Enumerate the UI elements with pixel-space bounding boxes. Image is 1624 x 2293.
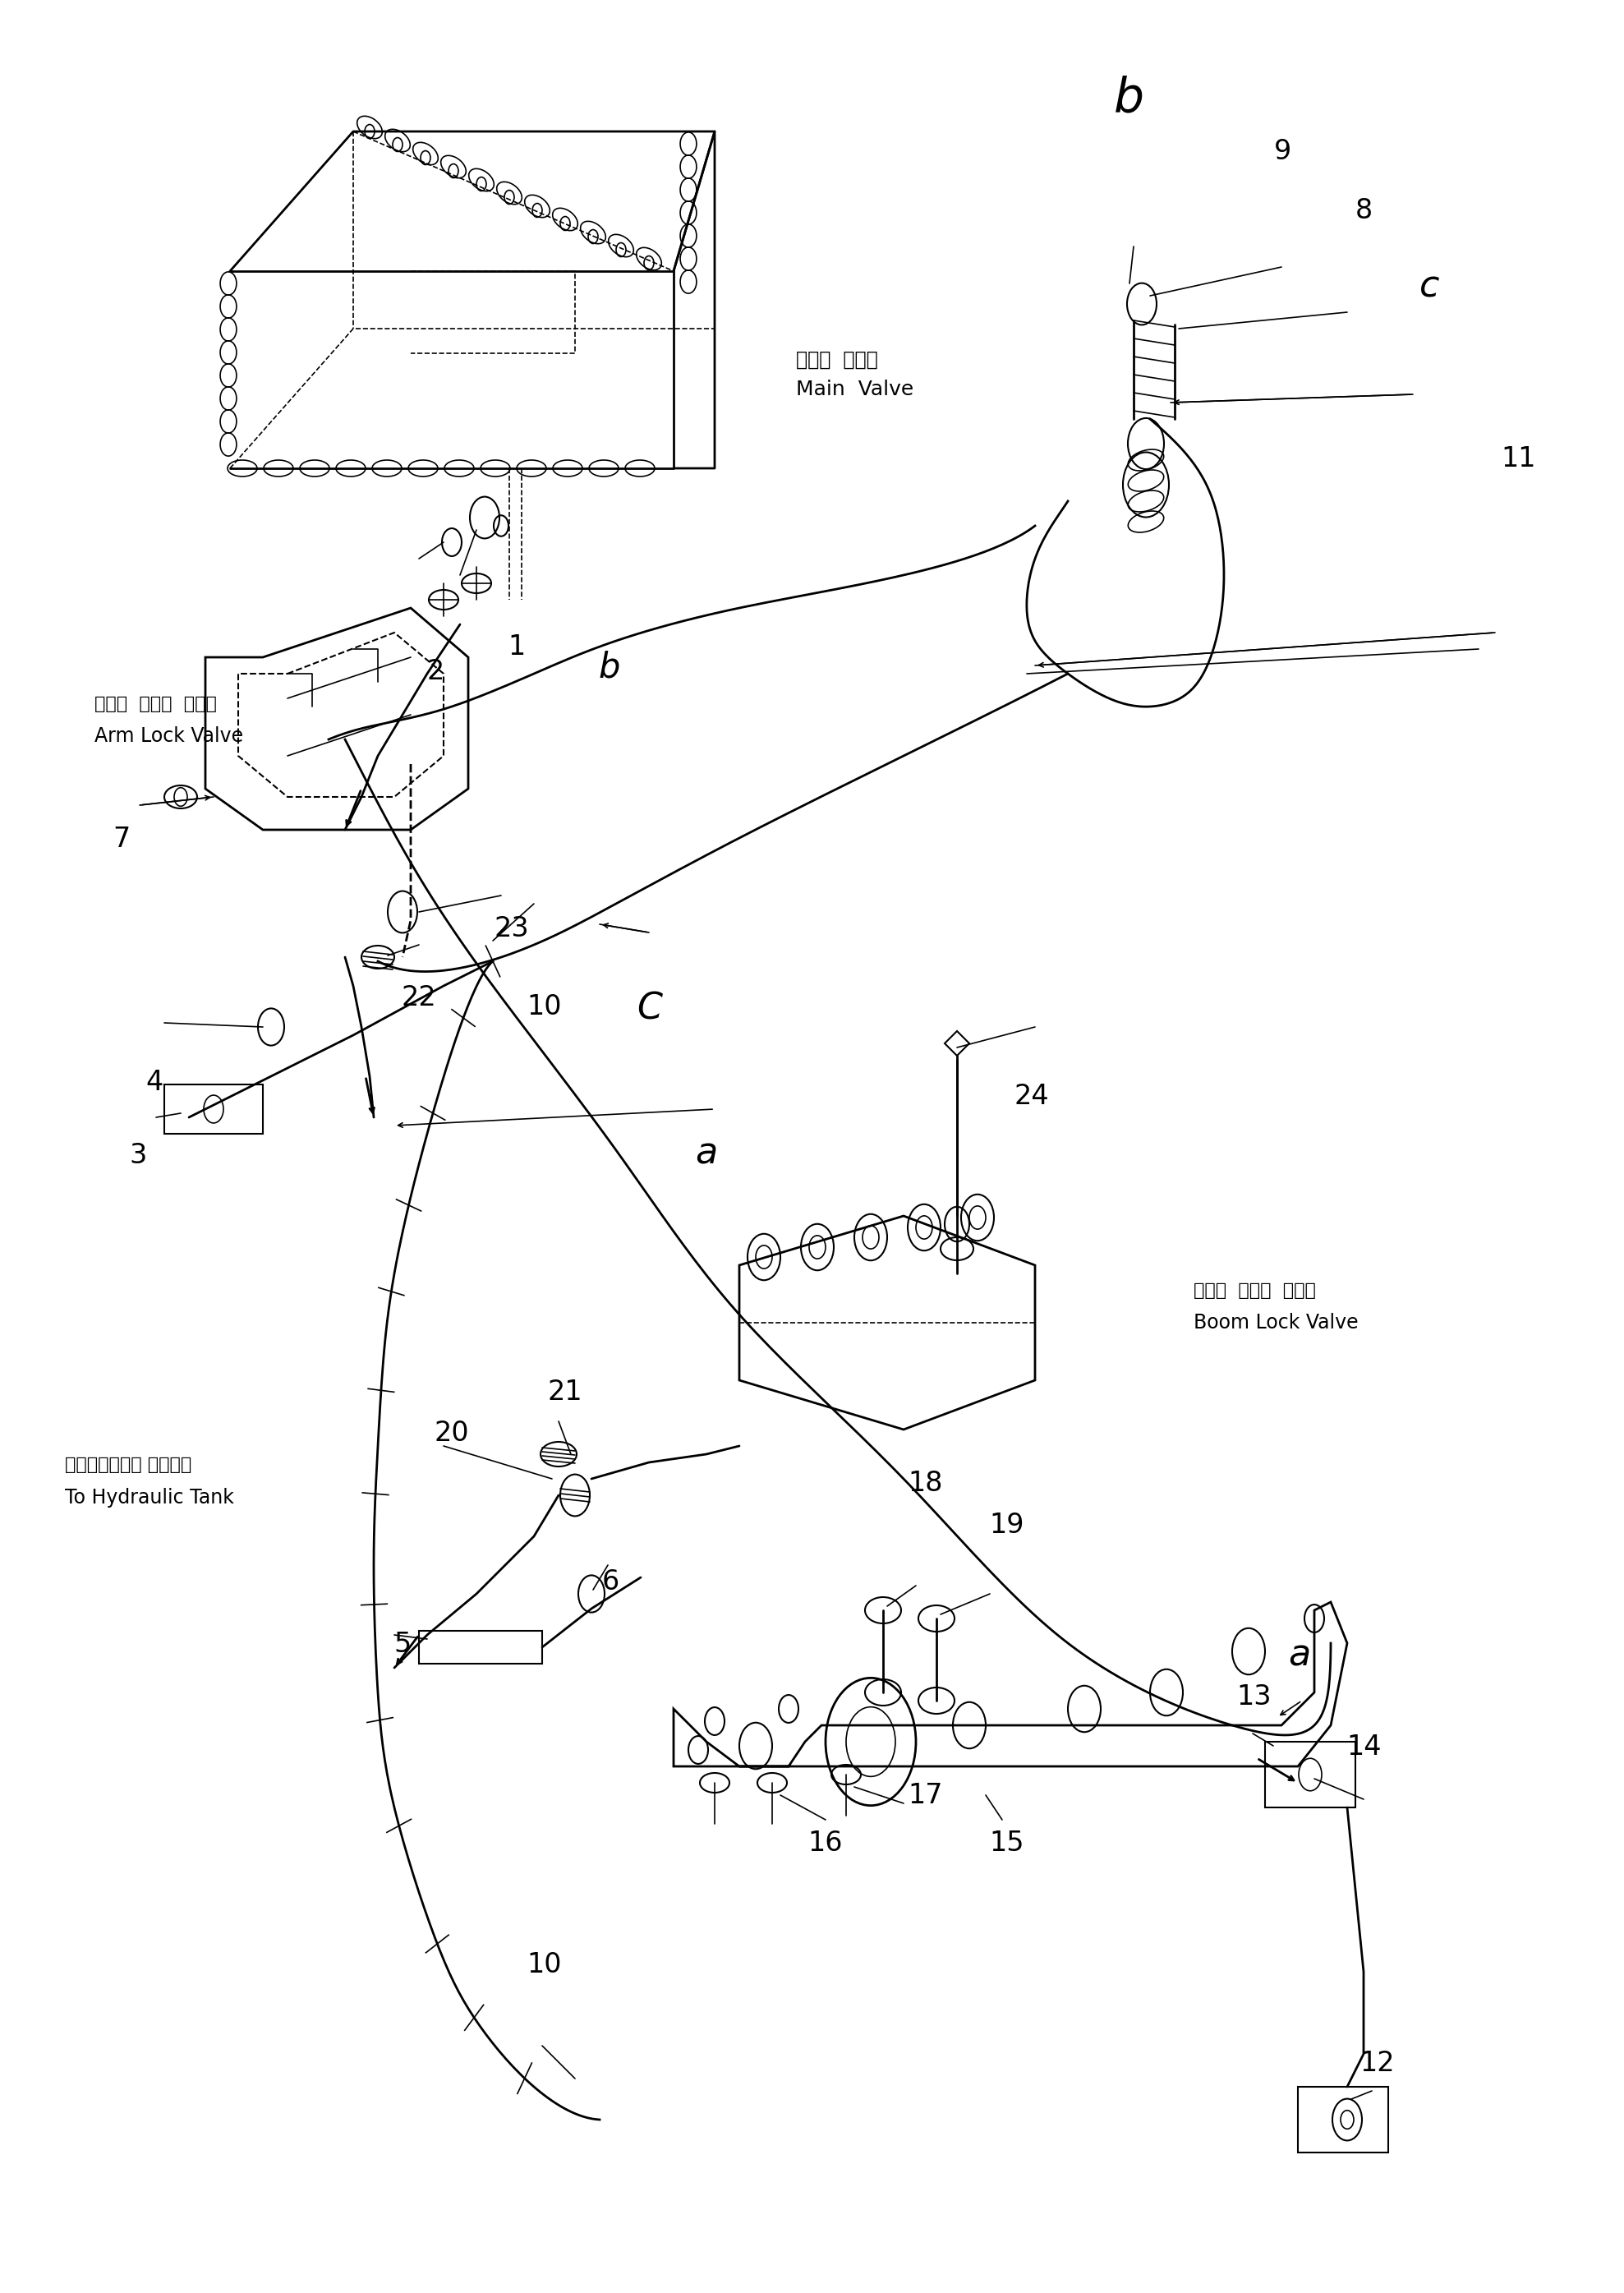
Text: 9: 9 (1275, 138, 1291, 165)
Text: 7: 7 (114, 825, 130, 853)
Text: 13: 13 (1236, 1683, 1272, 1711)
Text: a: a (1288, 1637, 1311, 1674)
Text: 19: 19 (989, 1511, 1025, 1539)
Text: 20: 20 (434, 1419, 469, 1447)
Text: 22: 22 (401, 984, 437, 1011)
Text: 21: 21 (547, 1378, 583, 1406)
Text: 17: 17 (908, 1782, 944, 1809)
Text: 14: 14 (1346, 1734, 1382, 1761)
Text: 2: 2 (427, 658, 443, 686)
Text: 10: 10 (526, 993, 562, 1020)
Text: 18: 18 (908, 1470, 944, 1497)
Text: 5: 5 (395, 1630, 411, 1658)
Text: 3: 3 (130, 1142, 146, 1169)
Text: 10: 10 (526, 1951, 562, 1979)
Text: Boom Lock Valve: Boom Lock Valve (1194, 1314, 1358, 1332)
Text: 23: 23 (494, 915, 529, 942)
Text: アーム  ロック  バルブ: アーム ロック バルブ (94, 695, 216, 713)
Text: c: c (1419, 268, 1439, 305)
Text: b: b (598, 649, 620, 686)
Text: Main  Valve: Main Valve (796, 381, 913, 399)
Text: 12: 12 (1359, 2050, 1395, 2077)
Text: ブーム  ロック  バルブ: ブーム ロック バルブ (1194, 1282, 1315, 1300)
Text: C: C (637, 991, 663, 1027)
Text: Arm Lock Valve: Arm Lock Valve (94, 727, 244, 745)
Text: メイン  バルブ: メイン バルブ (796, 351, 877, 369)
Text: 11: 11 (1501, 445, 1536, 472)
Text: 1: 1 (508, 633, 525, 660)
Text: 15: 15 (989, 1830, 1025, 1857)
Text: To Hydraulic Tank: To Hydraulic Tank (65, 1488, 234, 1507)
Text: 6: 6 (603, 1568, 619, 1596)
Text: 16: 16 (807, 1830, 843, 1857)
Text: 24: 24 (1013, 1082, 1049, 1110)
Text: a: a (695, 1135, 718, 1172)
Text: ハイドロリック タンクへ: ハイドロリック タンクへ (65, 1456, 192, 1474)
Text: 4: 4 (146, 1069, 162, 1096)
Text: 8: 8 (1356, 197, 1372, 225)
Text: b: b (1114, 76, 1143, 122)
